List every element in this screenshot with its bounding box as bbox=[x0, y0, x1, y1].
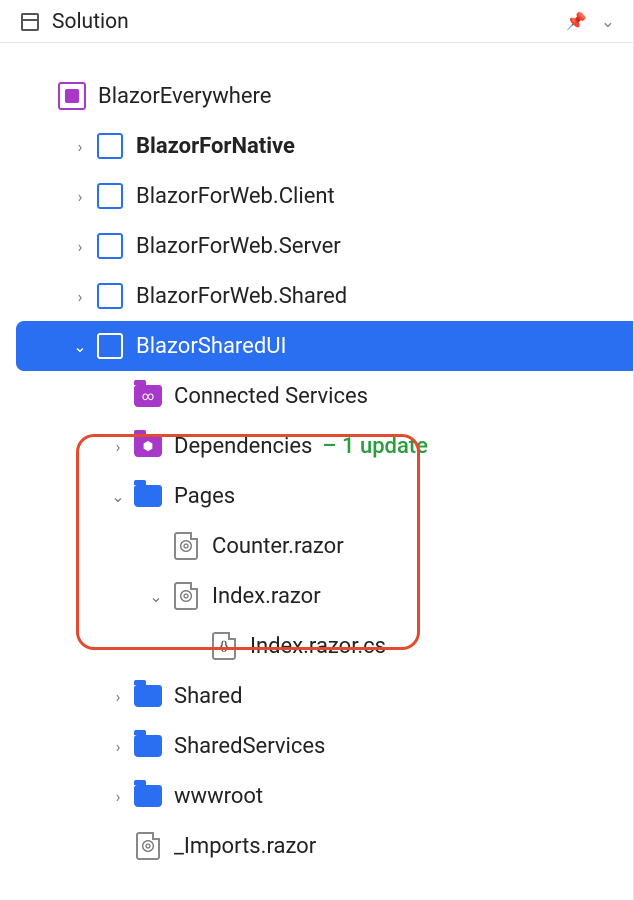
tree-item-label: Index.razor bbox=[212, 584, 321, 609]
tree-item-label: BlazorForWeb.Client bbox=[136, 184, 335, 209]
chevron-down-icon[interactable]: ⌄ bbox=[601, 12, 615, 32]
chevron-down-icon[interactable]: ⌄ bbox=[104, 487, 132, 506]
folder-icon bbox=[132, 480, 164, 512]
chevron-right-icon[interactable]: › bbox=[66, 137, 94, 156]
tree-item[interactable]: › SharedServices bbox=[0, 721, 633, 771]
folder-icon bbox=[132, 780, 164, 812]
csharp-file-icon: {} bbox=[208, 630, 240, 662]
chevron-right-icon[interactable]: › bbox=[66, 237, 94, 256]
tree-item-label: Shared bbox=[174, 684, 242, 709]
panel-icon bbox=[20, 12, 40, 32]
tree-item-label: _Imports.razor bbox=[174, 834, 316, 859]
project-icon bbox=[94, 280, 126, 312]
tree-item[interactable]: ⌄ BlazorSharedUI bbox=[16, 321, 633, 371]
tree-item[interactable]: Counter.razor bbox=[0, 521, 633, 571]
chevron-right-icon[interactable]: › bbox=[104, 787, 132, 806]
chevron-right-icon[interactable]: › bbox=[66, 187, 94, 206]
project-icon bbox=[94, 330, 126, 362]
tree-item-label: SharedServices bbox=[174, 734, 325, 759]
tree-item[interactable]: ⌄ Index.razor bbox=[0, 571, 633, 621]
tree-item[interactable]: › BlazorForWeb.Shared bbox=[0, 271, 633, 321]
tree-item[interactable]: › BlazorForNative bbox=[0, 121, 633, 171]
tree-item[interactable]: ∞ Connected Services bbox=[0, 371, 633, 421]
tree-item-label: Index.razor.cs bbox=[250, 634, 386, 659]
chevron-right-icon[interactable]: › bbox=[66, 287, 94, 306]
project-icon bbox=[94, 130, 126, 162]
tree-item-label: Connected Services bbox=[174, 384, 368, 409]
connected-services-icon: ∞ bbox=[132, 380, 164, 412]
panel-title: Solution bbox=[52, 10, 566, 34]
update-badge: – 1 update bbox=[322, 434, 428, 459]
razor-file-icon bbox=[170, 580, 202, 612]
folder-icon bbox=[132, 730, 164, 762]
tree-item[interactable]: {} Index.razor.cs bbox=[0, 621, 633, 671]
tree-item-label: Pages bbox=[174, 484, 235, 509]
razor-file-icon bbox=[170, 530, 202, 562]
solution-explorer-panel: Solution 📌 ⌄ BlazorEverywhere › BlazorForN… bbox=[0, 0, 634, 900]
tree-item[interactable]: _Imports.razor bbox=[0, 821, 633, 871]
tree-item[interactable]: ›⬢ Dependencies – 1 update bbox=[0, 421, 633, 471]
tree-item-label: BlazorForNative bbox=[136, 134, 295, 159]
chevron-right-icon[interactable]: › bbox=[104, 437, 132, 456]
tree-item-label: wwwroot bbox=[174, 784, 263, 809]
tree-item[interactable]: › BlazorForWeb.Client bbox=[0, 171, 633, 221]
tree-item-label: Counter.razor bbox=[212, 534, 344, 559]
pin-icon[interactable]: 📌 bbox=[566, 12, 587, 32]
tree-item[interactable]: › Shared bbox=[0, 671, 633, 721]
tree-item-label: BlazorForWeb.Server bbox=[136, 234, 341, 259]
solution-tree: BlazorEverywhere › BlazorForNative › BlazorF… bbox=[0, 43, 633, 871]
tree-item[interactable]: ⌄ Pages bbox=[0, 471, 633, 521]
tree-item-label: Dependencies bbox=[174, 434, 312, 459]
solution-icon bbox=[56, 80, 88, 112]
chevron-down-icon[interactable]: ⌄ bbox=[142, 587, 170, 606]
chevron-right-icon[interactable]: › bbox=[104, 687, 132, 706]
tree-item[interactable]: › wwwroot bbox=[0, 771, 633, 821]
folder-icon bbox=[132, 680, 164, 712]
chevron-down-icon[interactable]: ⌄ bbox=[66, 337, 94, 356]
tree-item[interactable]: BlazorEverywhere bbox=[0, 71, 633, 121]
tree-item-label: BlazorForWeb.Shared bbox=[136, 284, 347, 309]
tree-item-label: BlazorSharedUI bbox=[136, 334, 287, 359]
tree-item[interactable]: › BlazorForWeb.Server bbox=[0, 221, 633, 271]
razor-file-icon bbox=[132, 830, 164, 862]
project-icon bbox=[94, 230, 126, 262]
dependencies-icon: ⬢ bbox=[132, 430, 164, 462]
panel-header: Solution 📌 ⌄ bbox=[0, 0, 633, 43]
project-icon bbox=[94, 180, 126, 212]
tree-item-label: BlazorEverywhere bbox=[98, 84, 271, 109]
chevron-right-icon[interactable]: › bbox=[104, 737, 132, 756]
